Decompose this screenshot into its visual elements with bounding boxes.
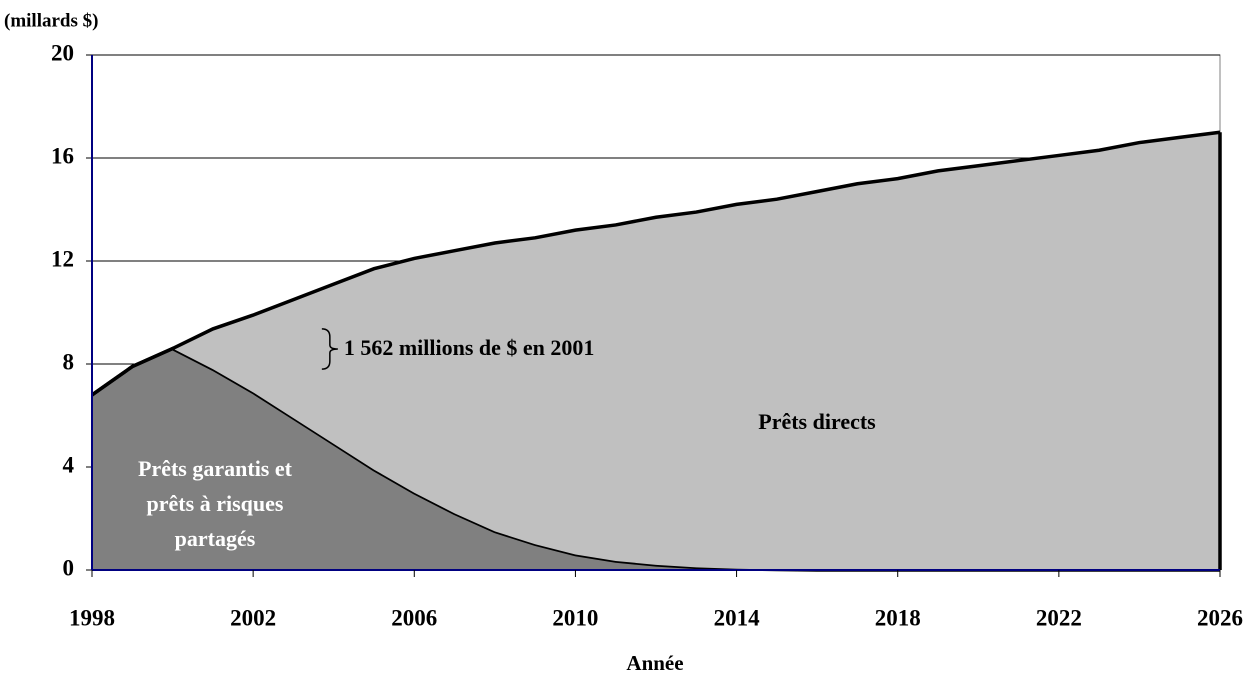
x-tick-label: 2018 bbox=[875, 605, 921, 630]
x-tick-label: 2010 bbox=[552, 605, 598, 630]
y-tick-label: 0 bbox=[63, 555, 75, 580]
area bbox=[92, 132, 1220, 570]
x-axis-label: Année bbox=[626, 651, 683, 675]
x-tick-label: 2002 bbox=[230, 605, 276, 630]
y-tick-label: 16 bbox=[51, 143, 74, 168]
x-tick-label: 1998 bbox=[69, 605, 115, 630]
x-tick-label: 2026 bbox=[1197, 605, 1243, 630]
brace bbox=[321, 328, 338, 370]
y-axis-label: (millards $) bbox=[4, 10, 98, 31]
y-tick-label: 8 bbox=[63, 349, 75, 374]
area-label: Prêts garantis et prêts à risques partag… bbox=[138, 456, 292, 551]
x-tick-label: 2014 bbox=[714, 605, 761, 630]
y-tick-label: 20 bbox=[51, 40, 74, 65]
area-label: Prêts directs bbox=[758, 409, 876, 434]
y-tick-label: 4 bbox=[63, 452, 75, 477]
area-outline bbox=[90, 130, 1221, 397]
y-tick-label: 12 bbox=[51, 246, 74, 271]
annotation: 1 562 millions de $ en 2001 bbox=[344, 335, 595, 360]
area bbox=[92, 348, 1220, 570]
x-tick-label: 2006 bbox=[391, 605, 437, 630]
x-tick-label: 2022 bbox=[1036, 605, 1082, 630]
